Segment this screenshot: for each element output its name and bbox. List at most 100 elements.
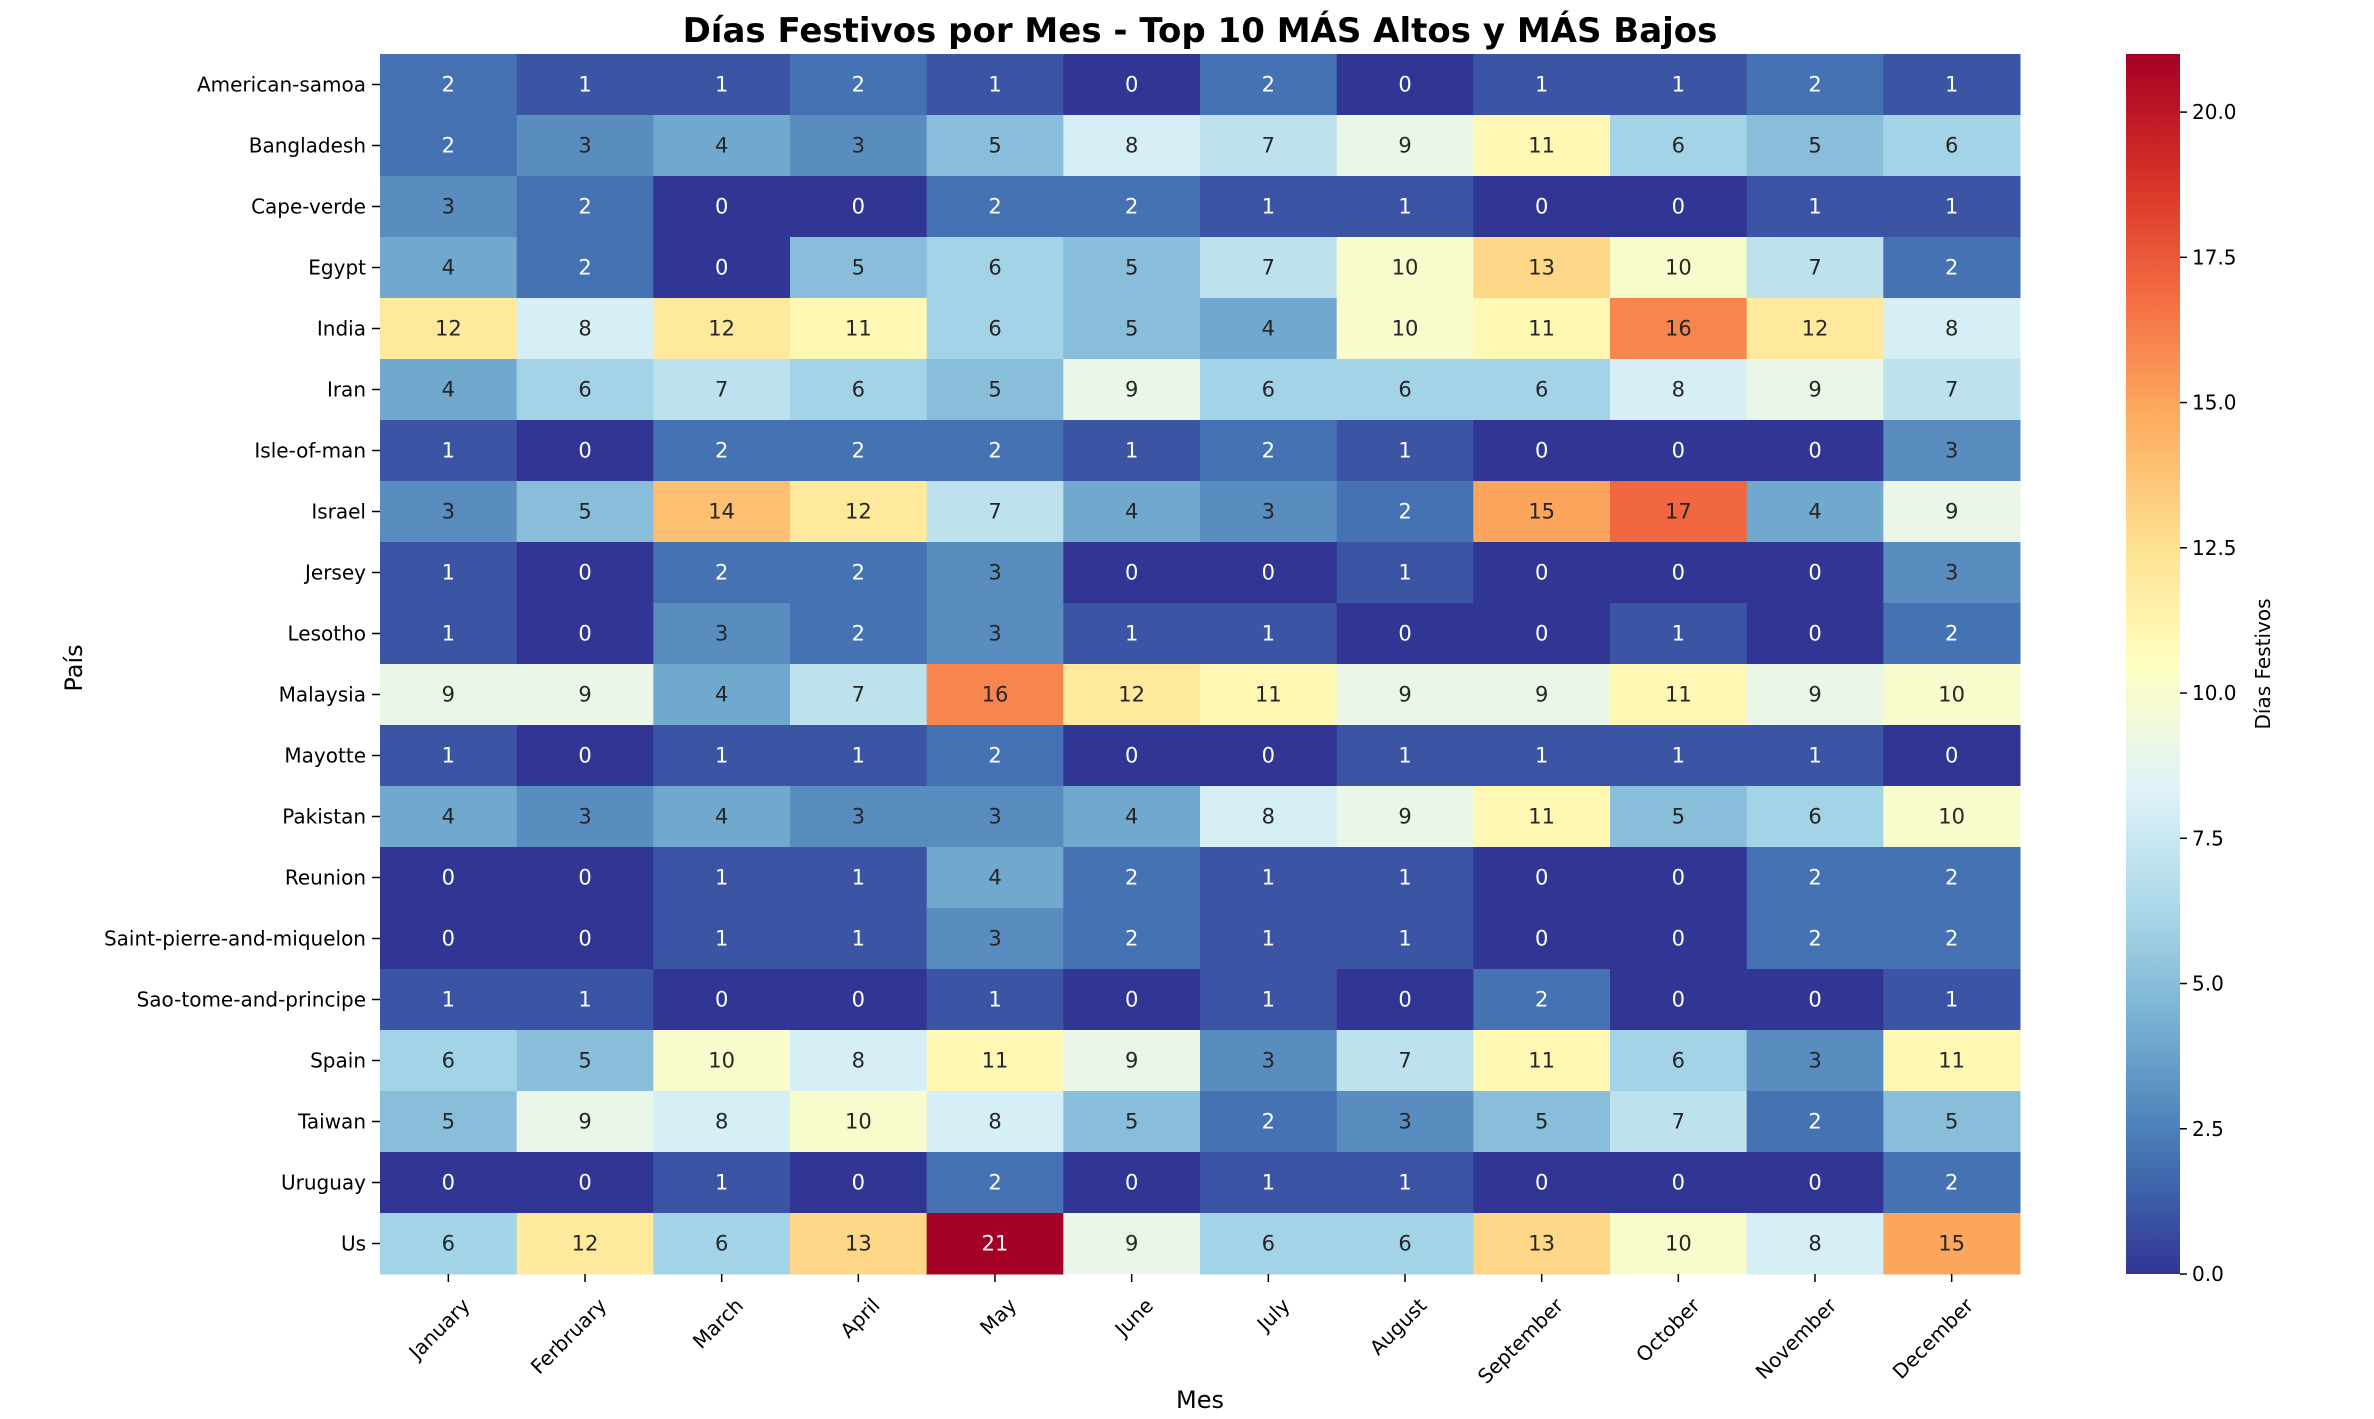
cell-value-label: 4: [715, 134, 728, 158]
heatmap-cell: [1473, 54, 1611, 116]
colorbar: [2126, 54, 2180, 1274]
cell-value-label: 0: [1945, 744, 1958, 768]
heatmap-cell: [1473, 664, 1611, 726]
heatmap-cell: [653, 115, 791, 177]
cell-value-label: 1: [1535, 744, 1548, 768]
heatmap-cell: [516, 176, 654, 238]
cell-value-label: 2: [1945, 1171, 1958, 1195]
heatmap-cell: [1746, 54, 1884, 116]
heatmap-cell: [1746, 786, 1884, 848]
heatmap-cell: [926, 1213, 1064, 1275]
cell-value-label: 1: [1672, 73, 1685, 97]
heatmap-cell: [790, 359, 928, 421]
cell-value-label: 7: [715, 378, 728, 402]
heatmap-cell: [1610, 481, 1748, 543]
cell-value-label: 11: [1528, 317, 1555, 341]
heatmap-cell: [1746, 1091, 1884, 1153]
cell-value-label: 3: [988, 805, 1001, 829]
y-tick-label: Jersey: [303, 561, 366, 585]
cell-value-label: 5: [1672, 805, 1685, 829]
heatmap-cell: [1336, 664, 1474, 726]
cell-value-label: 6: [1262, 1232, 1275, 1256]
cell-value-label: 11: [845, 317, 872, 341]
cell-value-label: 0: [442, 1171, 455, 1195]
heatmap-cell: [380, 1030, 518, 1092]
heatmap-cell: [1336, 847, 1474, 909]
cell-value-label: 10: [1665, 1232, 1692, 1256]
cell-value-label: 1: [715, 866, 728, 890]
cell-value-label: 5: [578, 500, 591, 524]
heatmap-cell: [516, 481, 654, 543]
cell-value-label: 2: [988, 744, 1001, 768]
heatmap-cell: [380, 237, 518, 299]
colorbar-tick-label: 12.5: [2192, 536, 2237, 560]
cell-value-label: 3: [442, 500, 455, 524]
heatmap-cell: [1200, 420, 1338, 482]
x-tick-label: April: [835, 1293, 884, 1342]
y-tick-label: Us: [341, 1232, 366, 1256]
colorbar-tick-label: 7.5: [2192, 826, 2224, 850]
heatmap-cell: [1336, 542, 1474, 604]
heatmap-cell: [1336, 908, 1474, 970]
cell-value-label: 4: [442, 805, 455, 829]
cell-value-label: 11: [1665, 683, 1692, 707]
heatmap-cell: [380, 359, 518, 421]
cell-value-label: 0: [1535, 439, 1548, 463]
cell-value-label: 2: [852, 73, 865, 97]
heatmap-cell: [1200, 481, 1338, 543]
heatmap-cell: [926, 115, 1064, 177]
cell-value-label: 0: [1672, 195, 1685, 219]
heatmap-cell: [653, 298, 791, 360]
heatmap-cell: [653, 176, 791, 238]
heatmap-cell: [1063, 176, 1201, 238]
heatmap-cell: [516, 603, 654, 665]
cell-value-label: 12: [845, 500, 872, 524]
heatmap-cell: [1473, 725, 1611, 787]
cell-value-label: 9: [442, 683, 455, 707]
cell-value-label: 21: [982, 1232, 1009, 1256]
heatmap-cell: [790, 54, 928, 116]
heatmap-cell: [1063, 237, 1201, 299]
y-tick-label: Mayotte: [284, 744, 366, 768]
cell-value-label: 1: [852, 927, 865, 951]
heatmap-cell: [1063, 359, 1201, 421]
heatmap-cell: [653, 542, 791, 604]
y-tick-label: India: [317, 317, 366, 341]
heatmap-cell: [1063, 786, 1201, 848]
heatmap-cell: [1610, 969, 1748, 1031]
colorbar-tick-label: 2.5: [2192, 1117, 2224, 1141]
heatmap-cell: [1200, 786, 1338, 848]
heatmap-cell: [380, 664, 518, 726]
heatmap-cell: [1063, 115, 1201, 177]
heatmap-cell: [516, 420, 654, 482]
y-tick-label: Egypt: [308, 256, 366, 280]
cell-value-label: 10: [845, 1110, 872, 1134]
heatmap-cell: [380, 176, 518, 238]
cell-value-label: 0: [1808, 1171, 1821, 1195]
heatmap-cell: [1336, 1091, 1474, 1153]
heatmap-cell: [516, 847, 654, 909]
heatmap-cell: [1063, 969, 1201, 1031]
heatmap-cell: [516, 1030, 654, 1092]
heatmap-cell: [1200, 908, 1338, 970]
heatmap-cell: [1883, 298, 2021, 360]
cell-value-label: 0: [715, 256, 728, 280]
colorbar-tick-label: 20.0: [2192, 100, 2237, 124]
x-tick-label: June: [1109, 1293, 1158, 1342]
heatmap-cell: [1063, 542, 1201, 604]
cell-value-label: 12: [1802, 317, 1829, 341]
heatmap-cell: [1200, 115, 1338, 177]
cell-value-label: 1: [1945, 195, 1958, 219]
x-axis-label: Mes: [1176, 1386, 1224, 1414]
cell-value-label: 6: [1945, 134, 1958, 158]
cell-value-label: 8: [1808, 1232, 1821, 1256]
heatmap-cell: [516, 237, 654, 299]
heatmap-cell: [1473, 481, 1611, 543]
heatmap-cell: [1610, 54, 1748, 116]
heatmap-cell: [1200, 54, 1338, 116]
x-tick-label: August: [1365, 1293, 1432, 1360]
heatmap-cell: [790, 176, 928, 238]
heatmap-cell: [926, 481, 1064, 543]
cell-value-label: 3: [988, 927, 1001, 951]
cell-value-label: 4: [1125, 805, 1138, 829]
